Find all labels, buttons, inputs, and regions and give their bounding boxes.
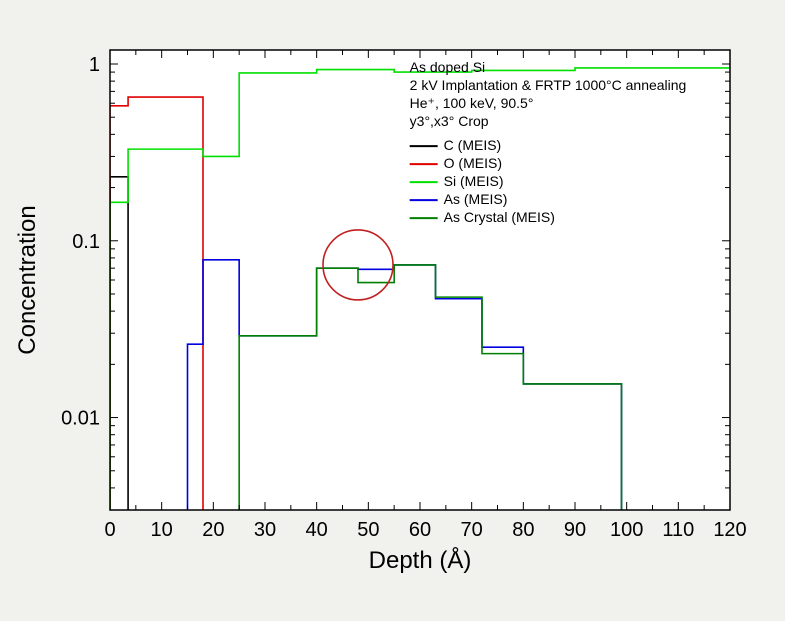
xtick-label: 70 — [461, 519, 483, 541]
xtick-label: 20 — [202, 519, 224, 541]
xtick-label: 10 — [151, 519, 173, 541]
legend-label: As Crystal (MEIS) — [444, 209, 555, 225]
ytick-label: 0.1 — [72, 231, 100, 253]
ytick-label: 1 — [89, 54, 100, 76]
xtick-label: 60 — [409, 519, 431, 541]
legend-label: Si (MEIS) — [444, 173, 504, 189]
annotation-line: y3°,x3° Crop — [410, 113, 489, 129]
xtick-label: 80 — [512, 519, 534, 541]
y-axis-label: Concentration — [14, 205, 41, 354]
xtick-label: 30 — [254, 519, 276, 541]
xtick-label: 0 — [104, 519, 115, 541]
annotation-line: He⁺, 100 keV, 90.5° — [410, 95, 534, 111]
xtick-label: 110 — [662, 519, 694, 541]
legend-label: O (MEIS) — [444, 155, 502, 171]
xtick-label: 40 — [306, 519, 328, 541]
xtick-label: 100 — [610, 519, 643, 541]
x-axis-label: Depth (Å) — [369, 546, 472, 574]
annotation-line: 2 kV Implantation & FRTP 1000°C annealin… — [410, 77, 687, 93]
concentration-depth-chart: 0 10 20 30 40 50 60 70 80 90 100 110 120 Depth (Å) 0.0… — [0, 0, 785, 621]
xtick-label: 90 — [564, 519, 586, 541]
ytick-label: 0.01 — [61, 408, 100, 430]
xtick-label: 50 — [357, 519, 379, 541]
chart-container: 0 10 20 30 40 50 60 70 80 90 100 110 120 Depth (Å) 0.0… — [0, 0, 785, 621]
legend-label: C (MEIS) — [444, 137, 502, 153]
xtick-label: 120 — [713, 519, 746, 541]
annotation-line: As doped Si — [410, 59, 486, 75]
legend-label: As (MEIS) — [444, 191, 508, 207]
